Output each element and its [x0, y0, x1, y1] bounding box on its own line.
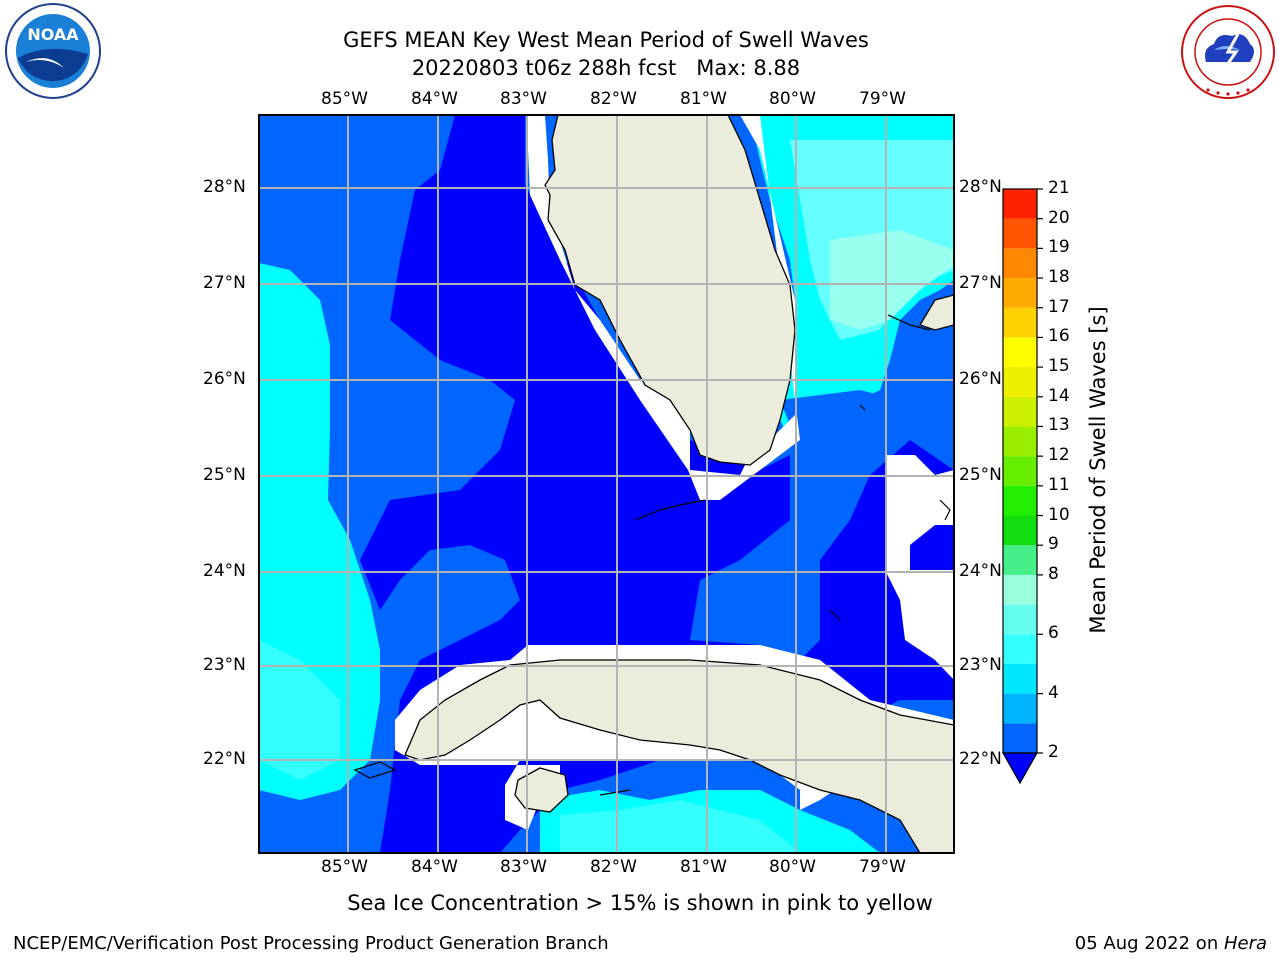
lat-label-left: 23°N: [203, 655, 246, 675]
colorbar-tick-label: 9: [1048, 534, 1059, 555]
lat-label-left: 28°N: [203, 177, 246, 197]
graticule: [259, 115, 954, 853]
colorbar-swatch: [1003, 189, 1037, 219]
land-bahamas: [919, 294, 954, 331]
colorbar-swatch: [1003, 248, 1037, 279]
colorbar-swatch: [1003, 278, 1037, 308]
lat-label-right: 25°N: [959, 465, 1002, 485]
colorbar-tick-label: 8: [1048, 563, 1059, 584]
colorbar-swatch: [1003, 723, 1037, 753]
lon-label-bottom: 80°W: [769, 857, 816, 877]
lon-label-bottom: 79°W: [859, 857, 906, 877]
land-masses: [404, 115, 954, 853]
lon-label-bottom: 85°W: [321, 857, 368, 877]
lon-label-bottom: 82°W: [590, 857, 637, 877]
colorbar-swatch: [1003, 367, 1037, 397]
map-frame: [258, 114, 955, 854]
colorbar-tick-label: 2: [1048, 742, 1059, 762]
colorbar-swatch: [1003, 426, 1037, 457]
footer-host: Hera: [1223, 933, 1267, 954]
colorbar-swatch: [1003, 545, 1037, 575]
footer-date: 05 Aug 2022 on Hera: [1075, 933, 1267, 954]
lat-label-right: 24°N: [959, 561, 1002, 581]
colorbar-tick-label: 20: [1048, 207, 1070, 228]
lat-label-right: 27°N: [959, 273, 1002, 293]
chart-title: GEFS MEAN Key West Mean Period of Swell …: [343, 28, 869, 52]
chart-subtitle: 20220803 t06z 288h fcst Max: 8.88: [411, 56, 801, 80]
lat-label-right: 28°N: [959, 177, 1002, 197]
lat-label-left: 25°N: [203, 465, 246, 485]
lon-label-bottom: 83°W: [500, 857, 547, 877]
colorbar-tick-label: 4: [1048, 682, 1059, 703]
lat-label-left: 27°N: [203, 273, 246, 293]
colorbar-tick-label: 18: [1048, 267, 1070, 288]
colorbar-swatch: [1003, 396, 1037, 427]
colorbar-tick-label: 15: [1048, 356, 1070, 377]
colorbar-tick-label: 10: [1048, 504, 1070, 525]
lon-label-bottom: 81°W: [680, 857, 727, 877]
lon-label-top: 81°W: [680, 89, 727, 109]
lat-label-left: 26°N: [203, 369, 246, 389]
colorbar-label: Mean Period of Swell Waves [s]: [1086, 306, 1110, 634]
lon-label-top: 83°W: [500, 89, 547, 109]
footer-date-text: 05 Aug 2022 on: [1074, 933, 1224, 954]
footer-credit: NCEP/EMC/Verification Post Processing Pr…: [13, 933, 609, 954]
colorbar-tick-label: 17: [1048, 296, 1070, 317]
colorbar-swatch: [1003, 604, 1037, 635]
colorbar-swatch: [1003, 574, 1037, 605]
colorbar-tick-label: 12: [1048, 445, 1070, 466]
colorbar-swatch: [1003, 218, 1037, 249]
colorbar-tick-label: 11: [1048, 474, 1070, 495]
lat-label-right: 26°N: [959, 369, 1002, 389]
colorbar-swatch: [1003, 663, 1037, 694]
colorbar-tick-label: 19: [1048, 237, 1070, 258]
colorbar-tick-label: 21: [1048, 178, 1070, 198]
noaa-logo: NOAA: [5, 3, 101, 99]
lon-label-bottom: 84°W: [411, 857, 458, 877]
colorbar-tick-label: 16: [1048, 326, 1070, 347]
lat-label-left: 22°N: [203, 749, 246, 769]
noaa-logo-text: NOAA: [27, 25, 79, 44]
land-isla-juventud: [514, 767, 569, 813]
colorbar-swatch: [1003, 634, 1037, 664]
colorbar: [1001, 188, 1043, 785]
nws-logo: [1181, 5, 1275, 99]
lon-label-top: 80°W: [769, 89, 816, 109]
lon-label-top: 79°W: [859, 89, 906, 109]
colorbar-swatch: [1003, 307, 1037, 338]
colorbar-swatch: [1003, 693, 1037, 724]
colorbar-swatch: [1003, 456, 1037, 486]
colorbar-tick-label: 13: [1048, 415, 1070, 436]
coast-details: [353, 314, 951, 796]
lon-label-top: 85°W: [321, 89, 368, 109]
lat-label-right: 23°N: [959, 655, 1002, 675]
lat-label-right: 22°N: [959, 749, 1002, 769]
colorbar-tick-label: 6: [1048, 623, 1059, 644]
sea-ice-note: Sea Ice Concentration > 15% is shown in …: [347, 891, 933, 915]
colorbar-swatch: [1003, 485, 1037, 516]
lon-label-top: 84°W: [411, 89, 458, 109]
land-florida: [544, 115, 796, 466]
colorbar-swatch: [1003, 337, 1037, 368]
colorbar-swatch: [1003, 515, 1037, 546]
lon-label-top: 82°W: [590, 89, 637, 109]
lat-label-left: 24°N: [203, 561, 246, 581]
colorbar-extend-min: [1001, 752, 1039, 785]
colorbar-tick-label: 14: [1048, 385, 1070, 406]
land-cuba: [404, 659, 954, 853]
colorbar-frame: [1002, 188, 1038, 754]
